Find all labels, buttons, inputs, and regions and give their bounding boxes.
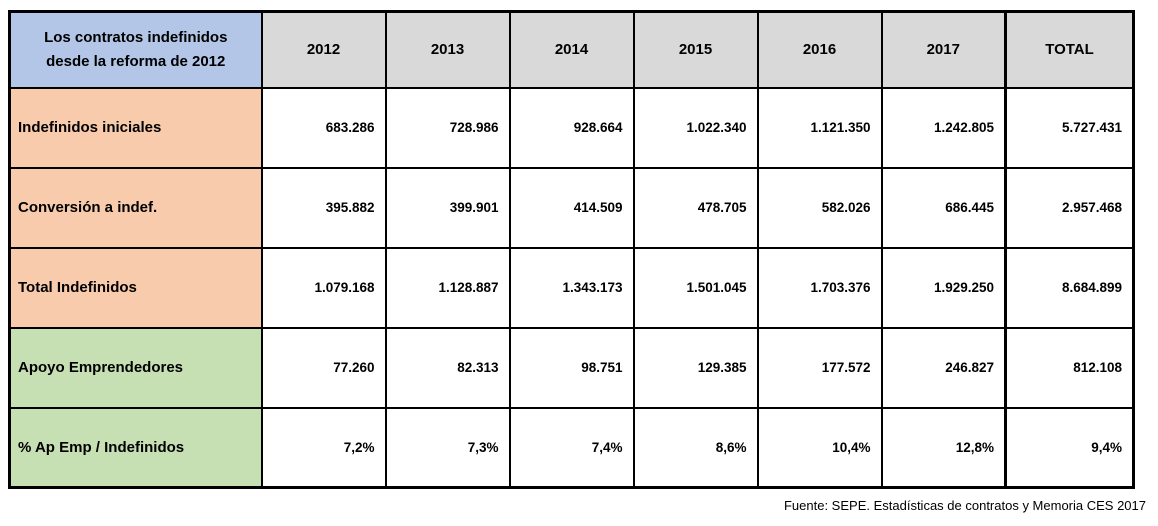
value-cell: 177.572: [756, 326, 883, 409]
value-cell: 1.929.250: [880, 246, 1007, 329]
value-cell: 8.684.899: [1004, 246, 1135, 329]
value-cell: 399.901: [384, 166, 511, 249]
column-header-2016: 2016: [756, 10, 883, 89]
value-cell: 5.727.431: [1004, 86, 1135, 169]
table-row: Indefinidos iniciales 683.286 728.986 928.6…: [8, 86, 1135, 169]
value-cell: 10,4%: [756, 406, 883, 489]
value-cell: 1.343.173: [508, 246, 635, 329]
value-cell: 7,2%: [260, 406, 387, 489]
value-cell: 246.827: [880, 326, 1007, 409]
column-header-2014: 2014: [508, 10, 635, 89]
row-label: Conversión a indef.: [8, 166, 263, 249]
value-cell: 414.509: [508, 166, 635, 249]
value-cell: 478.705: [632, 166, 759, 249]
value-cell: 98.751: [508, 326, 635, 409]
value-cell: 7,4%: [508, 406, 635, 489]
table-container: Los contratos indefinidos desde la refor…: [8, 10, 1135, 489]
value-cell: 1.079.168: [260, 246, 387, 329]
column-header-2015: 2015: [632, 10, 759, 89]
source-note: Fuente: SEPE. Estadísticas de contratos …: [783, 498, 1146, 513]
column-header-2017: 2017: [880, 10, 1007, 89]
column-header-2012: 2012: [260, 10, 387, 89]
value-cell: 2.957.468: [1004, 166, 1135, 249]
value-cell: 129.385: [632, 326, 759, 409]
value-cell: 1.128.887: [384, 246, 511, 329]
table-row: Conversión a indef. 395.882 399.901 414.509…: [8, 166, 1135, 249]
row-label: Indefinidos iniciales: [8, 86, 263, 169]
value-cell: 9,4%: [1004, 406, 1135, 489]
column-header-2013: 2013: [384, 10, 511, 89]
row-label: Total Indefinidos: [8, 246, 263, 329]
value-cell: 928.664: [508, 86, 635, 169]
table-body: Indefinidos iniciales 683.286 728.986 928.6…: [8, 86, 1135, 489]
value-cell: 686.445: [880, 166, 1007, 249]
column-header-total: TOTAL: [1004, 10, 1135, 89]
value-cell: 77.260: [260, 326, 387, 409]
value-cell: 1.703.376: [756, 246, 883, 329]
value-cell: 812.108: [1004, 326, 1135, 409]
value-cell: 1.121.350: [756, 86, 883, 169]
table-row: Apoyo Emprendedores 77.260 82.313 98.751 129…: [8, 326, 1135, 409]
value-cell: 12,8%: [880, 406, 1007, 489]
contracts-table: Los contratos indefinidos desde la refor…: [8, 10, 1135, 489]
row-label: % Ap Emp / Indefinidos: [8, 406, 263, 489]
table-title: Los contratos indefinidos desde la refor…: [8, 10, 263, 89]
value-cell: 395.882: [260, 166, 387, 249]
header-row: Los contratos indefinidos desde la refor…: [8, 10, 1135, 89]
value-cell: 582.026: [756, 166, 883, 249]
value-cell: 1.022.340: [632, 86, 759, 169]
value-cell: 1.242.805: [880, 86, 1007, 169]
value-cell: 728.986: [384, 86, 511, 169]
value-cell: 8,6%: [632, 406, 759, 489]
row-label: Apoyo Emprendedores: [8, 326, 263, 409]
value-cell: 1.501.045: [632, 246, 759, 329]
table-row: Total Indefinidos 1.079.168 1.128.887 1.343…: [8, 246, 1135, 329]
value-cell: 7,3%: [384, 406, 511, 489]
value-cell: 683.286: [260, 86, 387, 169]
value-cell: 82.313: [384, 326, 511, 409]
table-row: % Ap Emp / Indefinidos 7,2% 7,3% 7,4% 8,6% 10…: [8, 406, 1135, 489]
